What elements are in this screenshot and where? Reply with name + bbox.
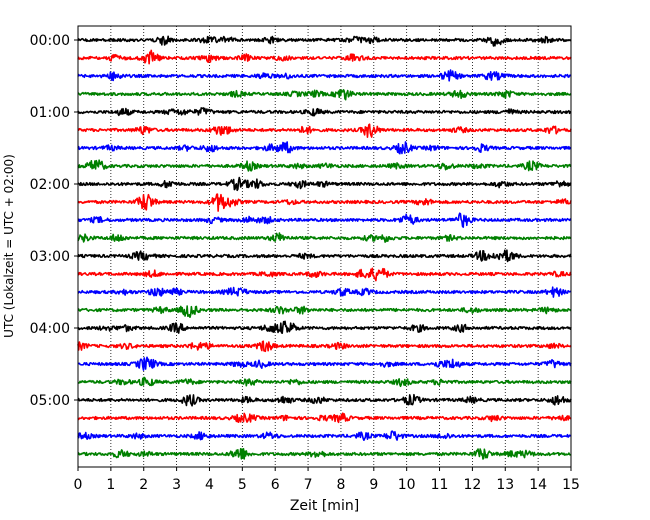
- trace-row: [77, 267, 572, 282]
- y-tick-label: 02:00: [30, 177, 70, 193]
- y-axis-ticks: 00:00 01:00 02:00 03:00 04:00 05:00: [30, 33, 78, 409]
- x-tick-label: 12: [463, 477, 481, 493]
- trace-row: [77, 393, 572, 407]
- x-tick-label: 3: [172, 477, 181, 493]
- x-axis-label: Zeit [min]: [290, 498, 359, 514]
- x-tick-label: 9: [369, 477, 378, 493]
- x-tick-label: 4: [205, 477, 214, 493]
- trace-row: [77, 123, 572, 138]
- trace-row: [77, 340, 572, 353]
- trace-row: [77, 49, 572, 65]
- x-tick-label: 14: [529, 477, 547, 493]
- trace-row: [77, 447, 572, 460]
- x-tick-label: 1: [106, 477, 115, 493]
- trace-row: [77, 107, 572, 117]
- y-tick-label: 03:00: [30, 249, 70, 265]
- trace-row: [77, 212, 572, 228]
- x-tick-label: 8: [336, 477, 345, 493]
- trace-row: [77, 430, 572, 442]
- x-tick-label: 15: [562, 477, 580, 493]
- trace-row: [77, 232, 572, 243]
- y-tick-label: 00:00: [30, 33, 70, 49]
- trace-row: [77, 159, 572, 172]
- trace-row: [77, 176, 572, 192]
- x-tick-label: 5: [238, 477, 247, 493]
- x-tick-label: 11: [431, 477, 449, 493]
- trace-row: [77, 35, 572, 47]
- trace-row: [77, 356, 572, 371]
- trace-row: [77, 141, 572, 155]
- x-axis-ticks: 0 1 2 3 4 5 6 7 8 9 10 11 12 13 14 15: [74, 467, 580, 493]
- trace-row: [77, 412, 572, 424]
- x-tick-label: 6: [271, 477, 280, 493]
- x-tick-label: 13: [496, 477, 514, 493]
- y-axis-label: UTC (Lokalzeit = UTC + 02:00): [2, 154, 16, 338]
- y-tick-label: 01:00: [30, 105, 70, 121]
- x-tick-label: 10: [398, 477, 416, 493]
- y-tick-label: 05:00: [30, 393, 70, 409]
- trace-row: [77, 89, 572, 101]
- x-tick-label: 7: [304, 477, 313, 493]
- trace-row: [77, 320, 572, 334]
- trace-row: [77, 193, 572, 212]
- plot-frame: [77, 25, 572, 468]
- trace-row: [77, 286, 572, 298]
- y-tick-label: 04:00: [30, 321, 70, 337]
- x-tick-label: 2: [139, 477, 148, 493]
- seismic-traces: [77, 35, 572, 460]
- trace-row: [77, 376, 572, 388]
- trace-row: [77, 305, 572, 319]
- trace-row: [77, 69, 572, 82]
- x-tick-label: 0: [74, 477, 83, 493]
- trace-row: [77, 249, 572, 263]
